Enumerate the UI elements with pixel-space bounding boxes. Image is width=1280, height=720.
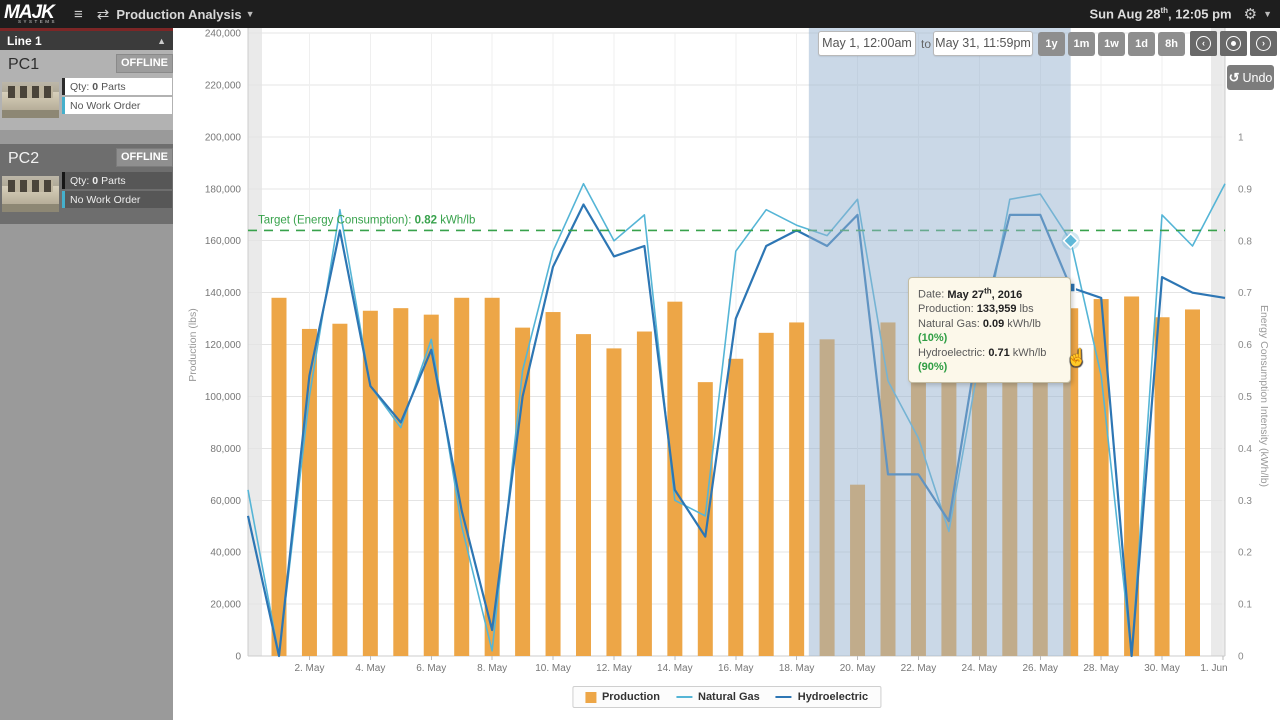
svg-text:16. May: 16. May	[718, 663, 754, 674]
top-bar: MAJK SYSTEMS ≡ ⇄ Production Analysis ▼ S…	[0, 0, 1280, 28]
svg-text:100,000: 100,000	[205, 392, 242, 403]
preset-1w-button[interactable]: 1w	[1098, 32, 1125, 56]
machine-thumbnail	[2, 176, 59, 212]
chevron-left-icon: ‹	[1196, 36, 1211, 51]
svg-text:1. Jun: 1. Jun	[1200, 663, 1227, 674]
tooltip-natural-gas: Natural Gas: 0.09 kWh/lb (10%)	[918, 317, 1041, 345]
preset-1d-button[interactable]: 1d	[1128, 32, 1155, 56]
status-badge: OFFLINE	[116, 148, 173, 167]
work-order-row: No Work Order	[62, 97, 172, 114]
svg-text:140,000: 140,000	[205, 288, 242, 299]
undo-icon: ↺	[1228, 69, 1240, 85]
svg-text:0: 0	[1238, 652, 1244, 663]
target-dot-icon	[1226, 36, 1241, 51]
machine-card-pc2[interactable]: PC2 OFFLINE Qty: 0 Parts No Work Order	[0, 144, 173, 224]
chart-legend: Production Natural Gas Hydroelectric	[571, 686, 882, 708]
range-end-input[interactable]: May 31, 11:59pm	[933, 31, 1033, 56]
svg-text:30. May: 30. May	[1144, 663, 1180, 674]
svg-text:0.9: 0.9	[1238, 184, 1252, 195]
svg-text:0.2: 0.2	[1238, 548, 1252, 559]
svg-text:240,000: 240,000	[205, 29, 242, 40]
machine-card-pc1[interactable]: PC1 OFFLINE Qty: 0 Parts No Work Order	[0, 50, 173, 130]
svg-text:8. May: 8. May	[477, 663, 507, 674]
preset-8h-button[interactable]: 8h	[1158, 32, 1185, 56]
work-order-row: No Work Order	[62, 191, 172, 208]
svg-text:0.1: 0.1	[1238, 600, 1252, 611]
machine-name: PC2	[8, 150, 40, 167]
svg-text:12. May: 12. May	[596, 663, 632, 674]
sidebar-gap	[0, 130, 173, 144]
svg-text:6. May: 6. May	[416, 663, 446, 674]
machine-name: PC1	[8, 56, 40, 73]
svg-text:18. May: 18. May	[779, 663, 815, 674]
gear-icon[interactable]: ⚙	[1243, 6, 1258, 23]
svg-text:120,000: 120,000	[205, 340, 242, 351]
svg-text:2. May: 2. May	[294, 663, 324, 674]
tooltip-production: Production: 133,959 lbs	[918, 303, 1034, 316]
svg-text:Production (lbs): Production (lbs)	[187, 308, 199, 382]
svg-text:0.5: 0.5	[1238, 392, 1252, 403]
svg-text:0: 0	[235, 652, 241, 663]
svg-text:24. May: 24. May	[962, 663, 998, 674]
svg-text:4. May: 4. May	[355, 663, 385, 674]
hydroelectric-line-icon	[775, 696, 792, 698]
svg-text:0.8: 0.8	[1238, 236, 1252, 247]
nav-title[interactable]: Production Analysis	[116, 6, 242, 22]
natural-gas-line-icon	[676, 696, 692, 698]
settings-caret-icon[interactable]: ▼	[1263, 9, 1272, 19]
svg-text:20. May: 20. May	[840, 663, 876, 674]
legend-item-natural-gas[interactable]: Natural Gas	[676, 691, 760, 703]
svg-text:0.7: 0.7	[1238, 288, 1252, 299]
undo-button[interactable]: ↺ Undo	[1227, 65, 1274, 90]
legend-item-hydroelectric[interactable]: Hydroelectric	[775, 691, 868, 703]
svg-text:200,000: 200,000	[205, 132, 242, 143]
production-swatch-icon	[584, 691, 596, 703]
legend-item-production[interactable]: Production	[584, 691, 660, 703]
svg-text:0.6: 0.6	[1238, 340, 1252, 351]
svg-text:26. May: 26. May	[1022, 663, 1058, 674]
svg-text:160,000: 160,000	[205, 236, 242, 247]
svg-text:0.4: 0.4	[1238, 444, 1252, 455]
svg-text:180,000: 180,000	[205, 184, 242, 195]
svg-text:Target (Energy Consumption): 0: Target (Energy Consumption): 0.82 kWh/lb	[258, 214, 475, 226]
range-start-input[interactable]: May 1, 12:00am	[818, 31, 916, 56]
tooltip-hydroelectric: Hydroelectric: 0.71 kWh/lb (90%)	[918, 346, 1047, 374]
machine-thumbnail	[2, 82, 59, 118]
current-datetime: Sun Aug 28th, 12:05 pm	[1089, 6, 1232, 22]
loop-swap-icon[interactable]: ⇄	[96, 6, 110, 23]
status-badge: OFFLINE	[116, 54, 173, 73]
app-logo: MAJK SYSTEMS	[4, 2, 58, 25]
preset-1y-button[interactable]: 1y	[1038, 32, 1065, 56]
svg-text:14. May: 14. May	[657, 663, 693, 674]
svg-text:22. May: 22. May	[901, 663, 937, 674]
sidebar-group-line1[interactable]: Line 1 ▲	[0, 31, 173, 50]
preset-1m-button[interactable]: 1m	[1068, 32, 1095, 56]
svg-text:Energy Consumption Intensity (: Energy Consumption Intensity (kWh/lb)	[1258, 305, 1270, 487]
collapse-caret-icon[interactable]: ▲	[157, 35, 166, 46]
svg-text:60,000: 60,000	[210, 496, 241, 507]
svg-text:1: 1	[1238, 133, 1244, 144]
qty-row: Qty: 0 Parts	[62, 172, 172, 189]
chart-tooltip: Date: May 27th, 2016 Production: 133,959…	[908, 277, 1071, 383]
pan-right-button[interactable]: ›	[1250, 31, 1277, 56]
svg-text:0.3: 0.3	[1238, 496, 1252, 507]
chevron-right-icon: ›	[1256, 36, 1271, 51]
tooltip-date: Date: May 27th, 2016	[918, 286, 1023, 301]
nav-title-caret-icon[interactable]: ▼	[245, 9, 255, 19]
pan-left-button[interactable]: ‹	[1190, 31, 1217, 56]
hamburger-menu-icon[interactable]: ≡	[74, 5, 83, 23]
svg-text:220,000: 220,000	[205, 80, 242, 91]
svg-text:40,000: 40,000	[210, 548, 241, 559]
range-to-label: to	[921, 37, 932, 51]
svg-text:10. May: 10. May	[535, 663, 571, 674]
mouse-cursor-icon: ☝	[1066, 348, 1088, 367]
svg-text:20,000: 20,000	[210, 600, 241, 611]
qty-row: Qty: 0 Parts	[62, 78, 172, 95]
reset-view-button[interactable]	[1220, 31, 1247, 56]
sidebar: Line 1 ▲ PC1 OFFLINE Qty: 0 Parts No Wor…	[0, 28, 173, 720]
svg-text:28. May: 28. May	[1083, 663, 1119, 674]
svg-text:80,000: 80,000	[210, 444, 241, 455]
